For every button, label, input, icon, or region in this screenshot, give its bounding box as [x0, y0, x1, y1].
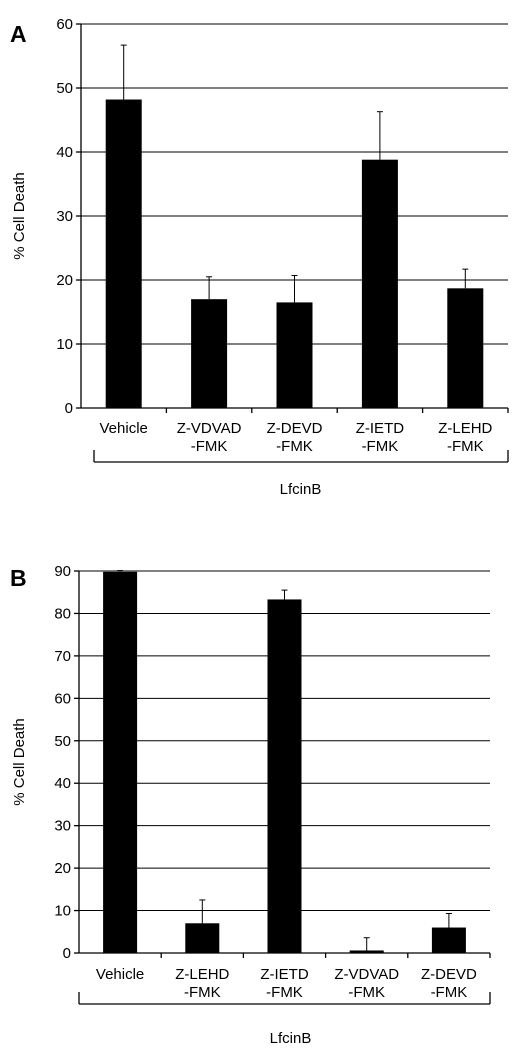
y-tick-label: 20: [56, 272, 73, 289]
y-tick-label: 50: [56, 80, 73, 97]
y-tick-label: 60: [56, 16, 73, 33]
category-label-line: -FMK: [191, 438, 228, 455]
category-label: Z-VDVAD -FMK: [334, 966, 399, 1001]
category-label: Z-IETD -FMK: [260, 966, 308, 1001]
category-label: Z-LEHD -FMK: [438, 420, 492, 455]
y-tick-label: 40: [54, 775, 71, 792]
y-tick-label: 20: [54, 860, 71, 877]
bar: [431, 927, 466, 953]
bar: [267, 599, 302, 953]
chart-panel-a: A 0 10 20 30 40 50 60 % Cell Death Vehicle Z-VDVAD…: [10, 16, 509, 498]
bar: [276, 302, 313, 408]
category-label: Vehicle: [100, 420, 148, 437]
bar: [105, 99, 142, 409]
category-label-line: Z-LEHD: [438, 420, 492, 437]
bar: [447, 288, 484, 408]
bar: [361, 159, 398, 408]
category-label-line: -FMK: [431, 984, 468, 1001]
category-label: Z-DEVD -FMK: [267, 420, 323, 455]
panel-label: B: [10, 565, 27, 591]
category-label: Z-IETD -FMK: [356, 420, 404, 455]
category-label-line: Z-DEVD: [421, 966, 477, 983]
category-label-line: -FMK: [447, 438, 484, 455]
category-label-line: Vehicle: [96, 966, 144, 983]
category-label: Vehicle: [96, 966, 144, 983]
category-label: Z-DEVD -FMK: [421, 966, 477, 1001]
y-tick-label: 0: [65, 400, 73, 417]
category-label-line: Z-IETD: [356, 420, 404, 437]
y-tick-label: 90: [54, 563, 71, 580]
category-label-line: -FMK: [362, 438, 399, 455]
y-axis-label: % Cell Death: [11, 718, 28, 806]
category-label-line: Vehicle: [100, 420, 148, 437]
bar: [349, 950, 384, 953]
bar: [185, 923, 220, 953]
category-label-line: -FMK: [276, 438, 313, 455]
y-tick-label: 0: [63, 945, 71, 962]
category-label: Z-LEHD -FMK: [175, 966, 229, 1001]
category-label-line: Z-IETD: [260, 966, 308, 983]
category-label-line: Z-VDVAD: [177, 420, 242, 437]
y-tick-label: 40: [56, 144, 73, 161]
bar: [191, 299, 228, 408]
bar: [103, 571, 138, 953]
y-tick-label: 60: [54, 690, 71, 707]
chart-panel-b: B 0 10 20 30 40 50 60 70 80 90 % Cell Death Vehicle Z…: [10, 563, 491, 1047]
group-label: LfcinB: [270, 1030, 312, 1047]
panel-label: A: [10, 21, 27, 47]
category-label-line: Z-LEHD: [175, 966, 229, 983]
category-label-line: Z-DEVD: [267, 420, 323, 437]
category-label-line: Z-VDVAD: [334, 966, 399, 983]
y-tick-label: 50: [54, 733, 71, 750]
category-label-line: -FMK: [184, 984, 221, 1001]
y-tick-label: 10: [56, 336, 73, 353]
y-tick-label: 70: [54, 648, 71, 665]
y-tick-label: 80: [54, 605, 71, 622]
y-axis-label: % Cell Death: [11, 172, 28, 260]
y-tick-label: 30: [56, 208, 73, 225]
category-label: Z-VDVAD -FMK: [177, 420, 242, 455]
category-label-line: -FMK: [266, 984, 303, 1001]
group-label: LfcinB: [280, 481, 322, 498]
category-label-line: -FMK: [348, 984, 385, 1001]
y-tick-label: 30: [54, 818, 71, 835]
y-tick-label: 10: [54, 903, 71, 920]
